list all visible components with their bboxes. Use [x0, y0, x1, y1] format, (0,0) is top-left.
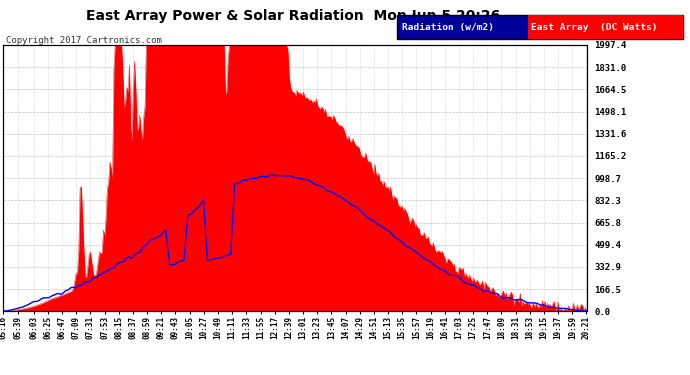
Text: East Array Power & Solar Radiation  Mon Jun 5 20:26: East Array Power & Solar Radiation Mon J… — [86, 9, 500, 23]
Text: Radiation (w/m2): Radiation (w/m2) — [402, 22, 494, 32]
Text: Copyright 2017 Cartronics.com: Copyright 2017 Cartronics.com — [6, 36, 161, 45]
Text: East Array  (DC Watts): East Array (DC Watts) — [531, 22, 658, 32]
